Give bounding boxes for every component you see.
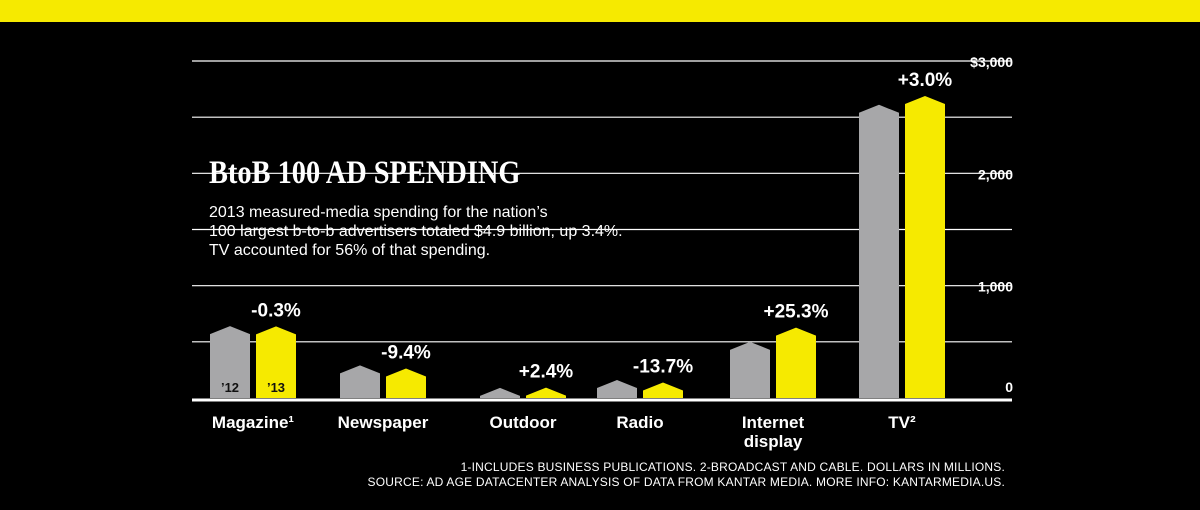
category-label: Magazine¹: [212, 413, 295, 432]
bar-2012: [340, 365, 380, 398]
change-label: -13.7%: [633, 356, 693, 377]
category-label: Radio: [616, 413, 663, 432]
legend-label-2012: ’12: [221, 380, 239, 395]
bar-2012: [480, 387, 520, 398]
bar-2013: [643, 382, 683, 398]
subtitle-line: 2013 measured-media spending for the nat…: [209, 204, 548, 221]
category-label: Newspaper: [338, 413, 429, 432]
change-label: -0.3%: [251, 300, 301, 321]
top-accent-band: [0, 0, 1200, 22]
chart-subtitle: 2013 measured-media spending for the nat…: [209, 203, 729, 260]
change-label: -9.4%: [381, 342, 431, 363]
category-label: TV²: [888, 413, 916, 432]
y-tick-label: $3,000: [970, 54, 1013, 70]
category-label: display: [744, 432, 803, 451]
bar-2012: [597, 380, 637, 398]
category-label: Outdoor: [489, 413, 556, 432]
footnote-line: 1-INCLUDES BUSINESS PUBLICATIONS. 2-BROA…: [460, 460, 1005, 474]
bar-2013: [905, 96, 945, 398]
footnotes: 1-INCLUDES BUSINESS PUBLICATIONS. 2-BROA…: [305, 460, 1005, 490]
bar-2013: [526, 387, 566, 398]
bar-2013: [776, 327, 816, 398]
bar-2013: [386, 368, 426, 398]
subtitle-line: 100 largest b-to-b advertisers totaled $…: [209, 223, 623, 240]
y-tick-label: 1,000: [978, 279, 1013, 295]
change-label: +2.4%: [519, 362, 574, 383]
footnote-line: SOURCE: AD AGE DATACENTER ANALYSIS OF DA…: [367, 475, 1005, 489]
bar-2012: [859, 104, 899, 398]
bar-2012: [210, 326, 250, 398]
subtitle-line: TV accounted for 56% of that spending.: [209, 242, 491, 259]
y-tick-label: 0: [1005, 379, 1013, 395]
y-tick-label: 2,000: [978, 166, 1013, 182]
legend-label-2013: ’13: [267, 380, 285, 395]
bar-2012: [730, 341, 770, 398]
bar-2013: [256, 326, 296, 398]
category-label: Internet: [742, 413, 805, 432]
change-label: +25.3%: [764, 302, 829, 323]
change-label: +3.0%: [898, 70, 953, 91]
